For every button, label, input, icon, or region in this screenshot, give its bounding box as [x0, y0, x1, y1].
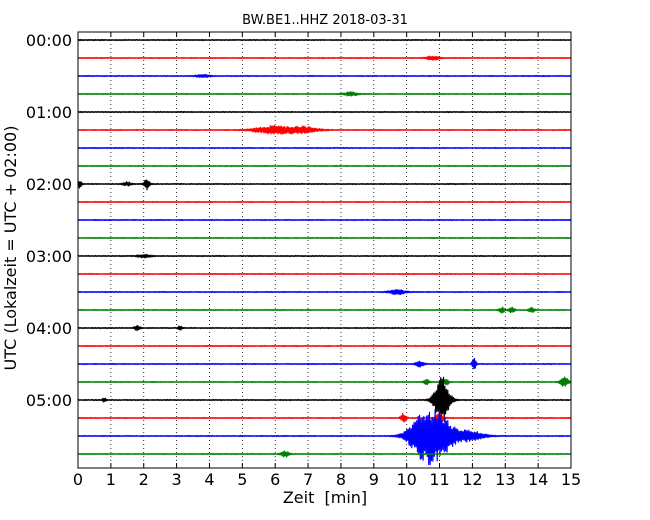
seismogram-trace — [77, 253, 572, 259]
seismogram-trace — [77, 73, 572, 79]
seismogram-trace — [77, 324, 572, 332]
x-tick-label: 4 — [204, 470, 214, 489]
seismogram-trace — [77, 344, 572, 348]
y-tick-label: 04:00 — [26, 319, 72, 338]
seismogram-trace — [77, 376, 572, 425]
seismogram-traces — [77, 38, 572, 466]
x-tick-label: 6 — [270, 470, 280, 489]
x-tick-label: 7 — [303, 470, 313, 489]
y-tick-label: 02:00 — [26, 175, 72, 194]
seismogram-trace — [77, 91, 572, 97]
seismogram-trace — [77, 55, 572, 61]
y-axis-label: UTC (Lokalzeit = UTC + 02:00) — [1, 126, 20, 371]
x-tick-label: 11 — [429, 470, 449, 489]
seismogram-trace — [77, 146, 572, 150]
seismogram-trace — [77, 408, 572, 466]
y-tick-label: 01:00 — [26, 103, 72, 122]
x-axis-label: Zeit [min] — [283, 488, 367, 507]
seismogram-trace — [77, 218, 572, 222]
x-tick-label: 8 — [336, 470, 346, 489]
seismogram-trace — [77, 110, 572, 114]
grid-lines — [110, 32, 539, 468]
y-axis: 00:00 01:00 02:00 03:00 04:00 05:00 — [26, 31, 571, 410]
x-tick-label: 1 — [106, 470, 116, 489]
chart-title: BW.BE1..HHZ 2018-03-31 — [242, 13, 408, 28]
seismogram-trace — [77, 376, 572, 387]
x-tick-label: 13 — [495, 470, 515, 489]
x-tick-label: 10 — [396, 470, 416, 489]
seismogram-trace — [77, 450, 572, 458]
seismogram-trace — [77, 125, 572, 135]
x-tick-label: 12 — [462, 470, 482, 489]
x-tick-label: 5 — [237, 470, 247, 489]
x-tick-label: 3 — [172, 470, 182, 489]
y-tick-label: 03:00 — [26, 247, 72, 266]
seismogram-trace — [77, 289, 572, 296]
seismogram-trace — [77, 179, 572, 191]
x-tick-label: 0 — [73, 470, 83, 489]
x-tick-label: 14 — [528, 470, 548, 489]
seismogram-trace — [77, 236, 572, 240]
plot-frame — [77, 31, 572, 469]
x-tick-label: 15 — [561, 470, 581, 489]
x-tick-label: 9 — [369, 470, 379, 489]
seismogram-trace — [77, 164, 572, 168]
seismogram-trace — [77, 357, 572, 370]
seismogram-trace — [77, 38, 572, 42]
seismogram-trace — [77, 272, 572, 276]
seismogram-trace — [77, 306, 572, 314]
x-tick-label: 2 — [139, 470, 149, 489]
y-tick-label: 00:00 — [26, 31, 72, 50]
x-axis: 0 1 2 3 4 5 6 7 8 9 10 11 12 13 14 15 — [73, 32, 581, 489]
y-tick-label: 05:00 — [26, 391, 72, 410]
seismogram-trace — [77, 200, 572, 204]
seismogram-trace — [77, 412, 572, 423]
